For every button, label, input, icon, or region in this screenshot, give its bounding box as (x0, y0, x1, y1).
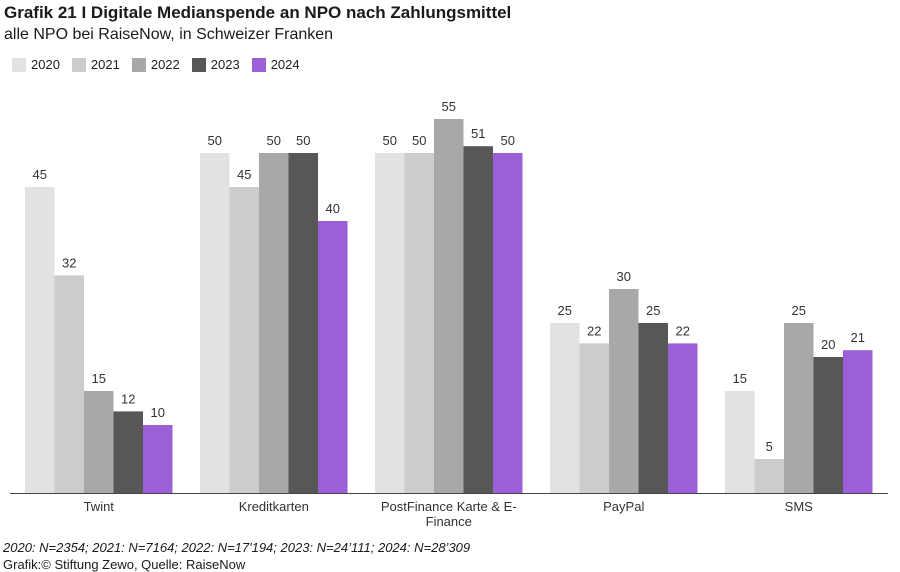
data-label: 25 (646, 303, 660, 318)
legend-label: 2022 (150, 57, 180, 72)
data-label: 50 (296, 133, 310, 148)
bar (143, 425, 173, 493)
x-tick-label: SMS (785, 499, 814, 514)
bar (463, 146, 493, 493)
bar (113, 411, 143, 493)
bar (813, 357, 843, 493)
data-label: 12 (121, 391, 135, 406)
legend-swatch (191, 57, 206, 72)
data-label: 45 (237, 167, 251, 182)
legend-swatch (251, 57, 266, 72)
chart-title: Grafik 21 I Digitale Medianspende an NPO… (4, 3, 512, 22)
legend-item: 2020 (12, 57, 60, 72)
data-label: 32 (62, 255, 76, 270)
data-label: 10 (151, 405, 165, 420)
bar (200, 153, 230, 493)
data-label: 22 (676, 323, 690, 338)
legend-label: 2020 (31, 57, 60, 72)
data-label: 50 (267, 133, 281, 148)
bar (259, 153, 289, 493)
bar (434, 119, 464, 493)
bar (579, 343, 609, 493)
source-note: Grafik:© Stiftung Zewo, Quelle: RaiseNow (3, 557, 246, 572)
bar (754, 459, 784, 493)
x-tick-label: PayPal (603, 499, 644, 514)
legend-item: 2023 (191, 57, 240, 72)
legend-swatch (12, 57, 26, 72)
data-label: 51 (471, 126, 485, 141)
chart-subtitle: alle NPO bei RaiseNow, in Schweizer Fran… (4, 26, 334, 43)
data-label: 25 (792, 303, 806, 318)
bar (404, 153, 434, 493)
bar (609, 289, 639, 493)
bar (25, 187, 55, 493)
data-label: 15 (733, 371, 747, 386)
bar (843, 350, 873, 493)
bar (375, 153, 405, 493)
legend-label: 2021 (90, 57, 120, 72)
legend-label: 2024 (270, 57, 300, 72)
data-label: 5 (766, 439, 773, 454)
data-label: 45 (33, 167, 47, 182)
bar (288, 153, 318, 493)
data-label: 55 (442, 99, 456, 114)
legend-item: 2024 (251, 57, 300, 72)
data-label: 22 (587, 323, 601, 338)
bar (784, 323, 814, 493)
x-tick-label: Finance (426, 514, 472, 529)
data-label: 25 (558, 303, 572, 318)
bar (318, 221, 348, 493)
data-label: 15 (92, 371, 106, 386)
legend-label: 2023 (210, 57, 240, 72)
data-label: 20 (821, 337, 835, 352)
legend-item: 2022 (131, 57, 180, 72)
legend: 2020 2021 2022 2023 2024 (12, 57, 312, 72)
x-tick-label: Kreditkarten (239, 499, 309, 514)
data-label: 50 (412, 133, 426, 148)
bar (668, 343, 698, 493)
data-label: 21 (851, 330, 865, 345)
legend-swatch (131, 57, 146, 72)
x-tick-label: Twint (84, 499, 115, 514)
bar (84, 391, 114, 493)
bar (229, 187, 259, 493)
bar (54, 275, 84, 493)
data-label: 50 (501, 133, 515, 148)
legend-swatch (71, 57, 86, 72)
bar (550, 323, 580, 493)
sample-size-note: 2020: N=2354; 2021: N=7164; 2022: N=17'1… (3, 540, 471, 555)
bar (725, 391, 755, 493)
bar (638, 323, 668, 493)
bar (493, 153, 523, 493)
data-label: 50 (208, 133, 222, 148)
bar-chart: 45 32 15 12 10 Twint 50 45 50 50 40 Kreditkarten 50 5… (10, 99, 888, 529)
data-label: 50 (383, 133, 397, 148)
data-label: 30 (617, 269, 631, 284)
legend-item: 2021 (71, 57, 120, 72)
data-label: 40 (326, 201, 340, 216)
x-tick-label: PostFinance Karte & E- (381, 499, 517, 514)
